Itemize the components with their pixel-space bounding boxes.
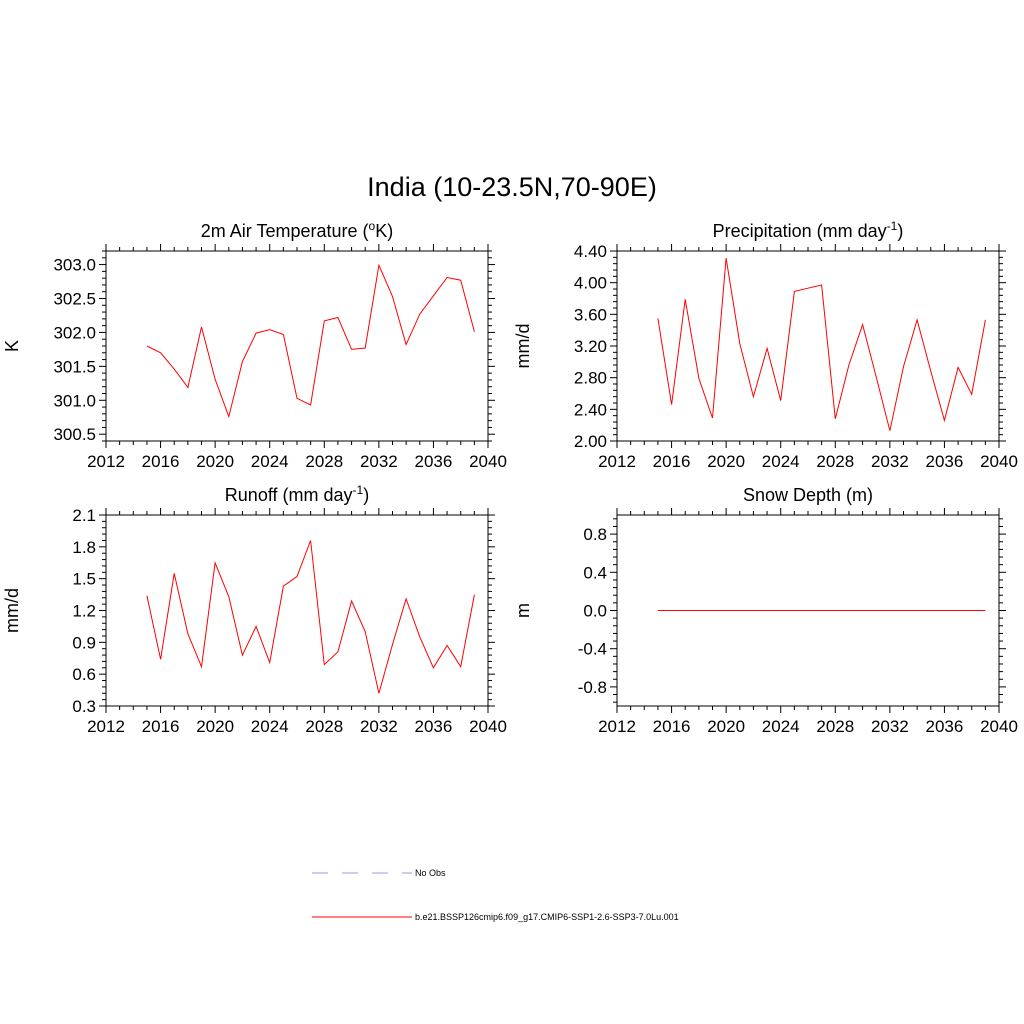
legend-label: b.e21.BSSP126cmip6.f09_g17.CMIP6-SSP1-2.… xyxy=(415,912,679,922)
x-tick-label: 2016 xyxy=(142,452,180,471)
x-tick-label: 2016 xyxy=(653,452,691,471)
panel-1: 2m Air Temperature (oK) 2012 2016 2020 2024 2… xyxy=(2,219,507,471)
y-tick-label: 300.5 xyxy=(53,425,96,444)
x-tick-label: 2012 xyxy=(598,452,636,471)
x-tick-label: 2036 xyxy=(926,452,964,471)
y-tick-label: 1.2 xyxy=(72,602,96,621)
y-tick-label: -0.4 xyxy=(578,640,607,659)
y-axis-label: m xyxy=(513,603,533,618)
y-axis-label: mm/d xyxy=(2,588,22,633)
x-tick-label: 2032 xyxy=(360,717,398,736)
y-axis-label: mm/d xyxy=(513,324,533,369)
y-tick-label: 302.5 xyxy=(53,290,96,309)
legend: No Obs b.e21.BSSP126cmip6.f09_g17.CMIP6-S… xyxy=(312,868,679,922)
x-tick-label: 2028 xyxy=(816,717,854,736)
plot-frame xyxy=(105,514,489,707)
y-tick-label: 2.80 xyxy=(574,369,607,388)
figure-title: India (10-23.5N,70-90E) xyxy=(367,172,657,202)
x-tick-label: 2032 xyxy=(871,717,909,736)
x-tick-label: 2020 xyxy=(196,452,234,471)
x-tick-label: 2028 xyxy=(305,452,343,471)
y-tick-label: 0.8 xyxy=(583,525,607,544)
y-tick-label: 3.20 xyxy=(574,337,607,356)
series-line xyxy=(146,263,475,419)
y-axis-label: K xyxy=(2,340,22,352)
y-tick-label: 0.6 xyxy=(72,665,96,684)
y-tick-label: 2.00 xyxy=(574,432,607,451)
y-tick-label: 0.4 xyxy=(583,563,607,582)
plot-frame xyxy=(105,250,489,442)
panel-4: Snow Depth (m) 2012 2016 2020 2024 2028 2032 20… xyxy=(513,485,1018,736)
y-tick-label: 4.40 xyxy=(574,242,607,261)
y-tick-label: 0.0 xyxy=(583,602,607,621)
x-tick-label: 2024 xyxy=(251,452,289,471)
x-tick-label: 2036 xyxy=(926,717,964,736)
y-tick-label: 1.5 xyxy=(72,570,96,589)
panels: 2m Air Temperature (oK) 2012 2016 2020 2024 2… xyxy=(2,219,1018,736)
legend-label: No Obs xyxy=(415,868,446,878)
x-tick-label: 2036 xyxy=(415,717,453,736)
x-tick-label: 2040 xyxy=(980,452,1018,471)
y-tick-label: 3.60 xyxy=(574,305,607,324)
x-tick-label: 2040 xyxy=(469,452,507,471)
panel-title: Snow Depth (m) xyxy=(743,485,873,505)
x-tick-label: 2012 xyxy=(598,717,636,736)
y-tick-label: -0.8 xyxy=(578,678,607,697)
x-tick-label: 2036 xyxy=(415,452,453,471)
series-line xyxy=(657,258,986,431)
y-tick-label: 0.3 xyxy=(72,697,96,716)
x-tick-label: 2012 xyxy=(87,717,125,736)
x-tick-label: 2020 xyxy=(707,452,745,471)
panel-title: Runoff (mm day-1) xyxy=(225,483,369,505)
y-tick-label: 302.0 xyxy=(53,323,96,342)
x-tick-label: 2024 xyxy=(762,452,800,471)
x-tick-label: 2028 xyxy=(305,717,343,736)
panel-title: Precipitation (mm day-1) xyxy=(713,219,904,241)
series-line xyxy=(146,540,475,694)
x-tick-label: 2024 xyxy=(251,717,289,736)
x-tick-label: 2020 xyxy=(707,717,745,736)
x-tick-label: 2040 xyxy=(980,717,1018,736)
x-tick-label: 2024 xyxy=(762,717,800,736)
x-tick-label: 2040 xyxy=(469,717,507,736)
y-tick-label: 2.1 xyxy=(72,506,96,525)
x-tick-label: 2016 xyxy=(653,717,691,736)
y-tick-label: 1.8 xyxy=(72,538,96,557)
x-tick-label: 2032 xyxy=(871,452,909,471)
y-tick-label: 2.40 xyxy=(574,400,607,419)
x-tick-label: 2012 xyxy=(87,452,125,471)
x-tick-label: 2032 xyxy=(360,452,398,471)
y-tick-label: 4.00 xyxy=(574,274,607,293)
panel-title: 2m Air Temperature (oK) xyxy=(201,219,393,241)
panel-3: Runoff (mm day-1) 2012 2016 2020 2024 2028 203… xyxy=(2,483,507,736)
y-tick-label: 301.0 xyxy=(53,391,96,410)
panel-2: Precipitation (mm day-1) 2012 2016 2020 2024… xyxy=(513,219,1018,471)
y-tick-label: 301.5 xyxy=(53,357,96,376)
x-tick-label: 2028 xyxy=(816,452,854,471)
y-tick-label: 303.0 xyxy=(53,256,96,275)
y-tick-label: 0.9 xyxy=(72,633,96,652)
x-tick-label: 2016 xyxy=(142,717,180,736)
x-tick-label: 2020 xyxy=(196,717,234,736)
